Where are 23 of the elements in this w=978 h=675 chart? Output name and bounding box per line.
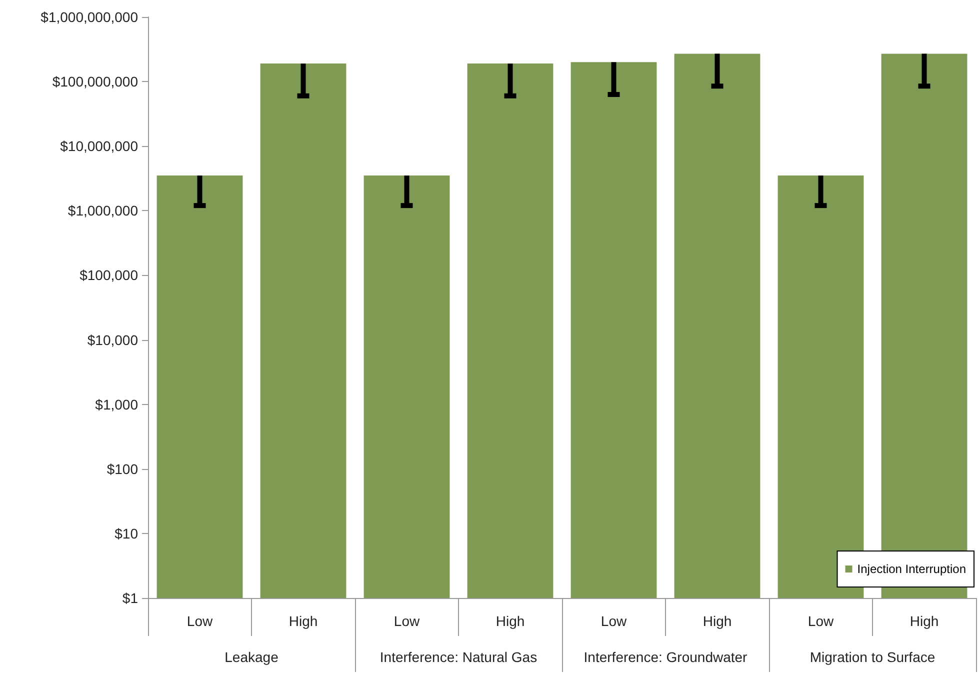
y-tick-label: $1 [122,590,138,606]
y-tick-label: $100 [106,460,138,477]
y-tick-label: $10,000,000 [60,138,138,154]
text: Leakage [224,649,279,665]
y-tick-label: $100,000 [80,267,138,284]
y-tick-label: $10,000 [87,332,138,348]
text: Interference: Natural Gas [380,649,538,665]
x-tick-label: Low [186,613,214,629]
y-tick-label: $100,000,000 [52,74,138,90]
y-tick-label: $10 [114,525,138,542]
x-tick-label: Low [600,613,628,629]
x-tick-label: High [910,613,939,629]
x-tick-label: High [288,613,318,629]
legend-label: Injection Interruption [857,562,966,576]
y-tick-label: $1,000,000,000 [40,9,138,25]
x-tick-label: High [702,613,732,629]
x-tick-label: Low [808,613,834,629]
text: Migration to Surface [810,649,936,665]
text: Interference: Groundwater [584,649,748,665]
y-tick-label: $1,000,000 [68,202,138,219]
x-tick-label: Low [394,613,420,629]
x-tick-label: High [496,613,525,629]
y-tick-label: $1,000 [95,396,138,412]
